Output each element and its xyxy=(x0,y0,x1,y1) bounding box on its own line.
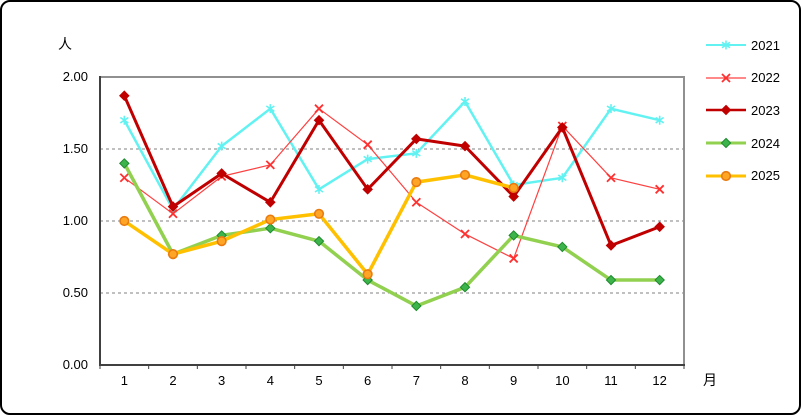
x-tick-label: 5 xyxy=(315,373,323,388)
data-point-marker-2025 xyxy=(167,249,179,260)
x-tick-label: 4 xyxy=(266,373,274,388)
data-point-marker-2024 xyxy=(557,241,568,253)
data-point-marker-2022 xyxy=(509,253,519,264)
y-tick-label: 0.50 xyxy=(62,285,88,300)
data-point-marker-2021 xyxy=(217,141,227,151)
data-point-marker-2023 xyxy=(411,133,422,145)
data-point-marker-2022 xyxy=(168,209,178,219)
data-point-marker-2024 xyxy=(265,222,276,234)
x-tick-label: 7 xyxy=(412,373,420,388)
data-point-marker-2021 xyxy=(606,104,616,114)
data-point-marker-2022 xyxy=(606,173,616,183)
series-line-2023 xyxy=(122,94,662,247)
x-tick-label: 3 xyxy=(218,373,226,388)
legend-label: 2024 xyxy=(751,135,780,151)
data-point-marker-2025 xyxy=(362,269,373,280)
data-point-marker-2024 xyxy=(720,137,732,149)
legend-item-2025: 2025 xyxy=(705,166,780,186)
data-point-marker-2022 xyxy=(363,140,373,150)
series-line-2024 xyxy=(122,161,662,308)
x-tick-label: 6 xyxy=(364,373,372,388)
data-point-marker-2024 xyxy=(508,230,519,241)
data-point-marker-2022 xyxy=(655,184,665,194)
data-point-marker-2023 xyxy=(362,184,373,195)
y-tick-label: 1.50 xyxy=(62,141,88,156)
data-point-marker-2021 xyxy=(721,40,731,50)
series-line-2022 xyxy=(123,108,661,260)
legend-label: 2022 xyxy=(751,70,780,86)
x-tick-label: 9 xyxy=(510,373,518,388)
legend-item-2022: 2022 xyxy=(705,68,780,88)
x-tick-label: 8 xyxy=(461,373,469,388)
data-point-marker-2024 xyxy=(459,281,471,293)
legend-label: 2023 xyxy=(751,102,780,118)
y-tick-label: 2.00 xyxy=(62,69,88,84)
data-point-marker-2023 xyxy=(216,168,227,179)
x-tick-label: 12 xyxy=(652,373,667,388)
data-point-marker-2021 xyxy=(411,148,421,158)
legend-swatch-2022 xyxy=(706,73,746,83)
y-tick-label: 0.00 xyxy=(62,357,88,372)
y-tick-label: 1.00 xyxy=(62,213,88,228)
data-point-marker-2025 xyxy=(216,236,227,247)
x-axis-title: 月 xyxy=(703,372,717,388)
data-point-marker-2023 xyxy=(720,105,732,116)
data-point-marker-2023 xyxy=(605,240,617,251)
legend-item-2024: 2024 xyxy=(705,133,780,153)
series-line-2021 xyxy=(123,100,661,211)
data-point-marker-2023 xyxy=(265,196,276,208)
data-point-marker-2021 xyxy=(363,154,373,164)
data-point-marker-2022 xyxy=(411,197,421,207)
data-point-marker-2025 xyxy=(411,177,422,188)
data-point-marker-2024 xyxy=(313,235,325,247)
data-point-marker-2023 xyxy=(119,90,130,102)
legend-swatch-2025 xyxy=(706,170,746,181)
x-tick-label: 2 xyxy=(169,373,177,388)
data-point-marker-2024 xyxy=(119,158,130,169)
legend-label: 2025 xyxy=(751,168,780,184)
data-point-marker-2021 xyxy=(314,184,324,194)
legend-swatch-2024 xyxy=(706,137,746,149)
data-point-marker-2024 xyxy=(654,274,665,286)
legend-swatch-2021 xyxy=(706,40,746,50)
data-point-marker-2022 xyxy=(119,173,129,183)
data-point-marker-2023 xyxy=(459,140,471,152)
data-point-marker-2022 xyxy=(721,73,731,83)
legend-item-2023: 2023 xyxy=(705,100,780,120)
data-point-marker-2023 xyxy=(654,221,665,233)
data-point-marker-2022 xyxy=(265,160,275,170)
data-point-marker-2025 xyxy=(313,208,325,219)
data-point-marker-2021 xyxy=(655,115,665,125)
data-point-marker-2025 xyxy=(265,214,276,225)
data-point-marker-2025 xyxy=(508,182,519,193)
legend-item-2021: 2021 xyxy=(705,35,780,55)
data-point-marker-2021 xyxy=(557,173,567,183)
data-point-marker-2025 xyxy=(720,170,732,181)
data-point-marker-2024 xyxy=(605,274,617,286)
x-tick-label: 1 xyxy=(120,373,128,388)
data-point-marker-2022 xyxy=(314,104,324,114)
legend-swatch-2023 xyxy=(706,105,746,116)
data-point-marker-2021 xyxy=(265,104,275,114)
data-point-marker-2021 xyxy=(119,115,129,125)
data-point-marker-2021 xyxy=(460,96,470,106)
data-point-marker-2023 xyxy=(313,114,325,126)
legend-label: 2021 xyxy=(751,37,780,53)
data-point-marker-2023 xyxy=(508,191,519,202)
data-point-marker-2022 xyxy=(460,229,470,239)
x-tick-label: 11 xyxy=(604,373,618,388)
x-tick-label: 10 xyxy=(555,373,570,388)
data-point-marker-2025 xyxy=(119,215,130,227)
y-axis-title: 人 xyxy=(58,36,72,52)
data-point-marker-2023 xyxy=(167,201,179,212)
data-point-marker-2025 xyxy=(459,169,471,181)
data-point-marker-2024 xyxy=(411,300,422,312)
data-point-marker-2023 xyxy=(557,122,568,133)
